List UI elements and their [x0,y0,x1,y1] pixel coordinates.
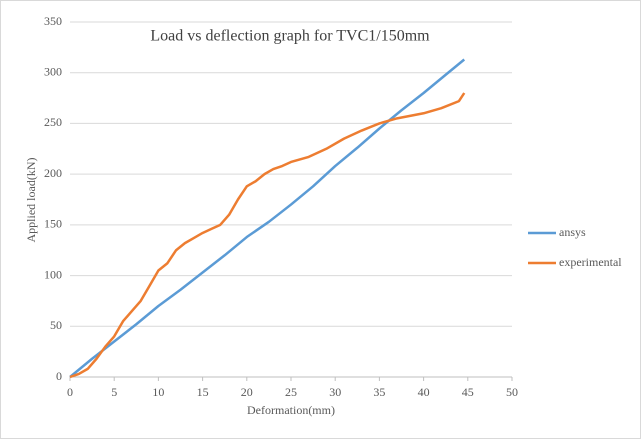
x-tick-label: 30 [329,385,341,399]
x-tick-label: 10 [152,385,164,399]
x-tick-label: 0 [67,385,73,399]
y-tick-label: 250 [44,115,62,129]
y-axis-label: Applied load(kN) [24,158,38,243]
series-line [69,92,466,379]
y-tick-label: 150 [44,217,62,231]
x-tick-label: 5 [111,385,117,399]
x-tick-label: 15 [197,385,209,399]
y-tick-label: 50 [50,318,62,332]
series-line [69,58,466,378]
y-tick-label: 0 [56,369,62,383]
legend-label: ansys [559,225,586,239]
x-tick-label: 20 [241,385,253,399]
x-tick-label: 45 [462,385,474,399]
legend-label: experimental [559,255,622,269]
x-tick-label: 25 [285,385,297,399]
y-tick-label: 200 [44,166,62,180]
x-tick-label: 40 [418,385,430,399]
chart-title: Load vs deflection graph for TVC1/150mm [150,28,430,45]
x-tick-label: 50 [506,385,518,399]
y-tick-label: 350 [44,14,62,28]
x-tick-label: 35 [373,385,385,399]
y-tick-label: 100 [44,267,62,281]
x-axis-label: Deformation(mm) [247,403,335,417]
y-tick-label: 300 [44,64,62,78]
